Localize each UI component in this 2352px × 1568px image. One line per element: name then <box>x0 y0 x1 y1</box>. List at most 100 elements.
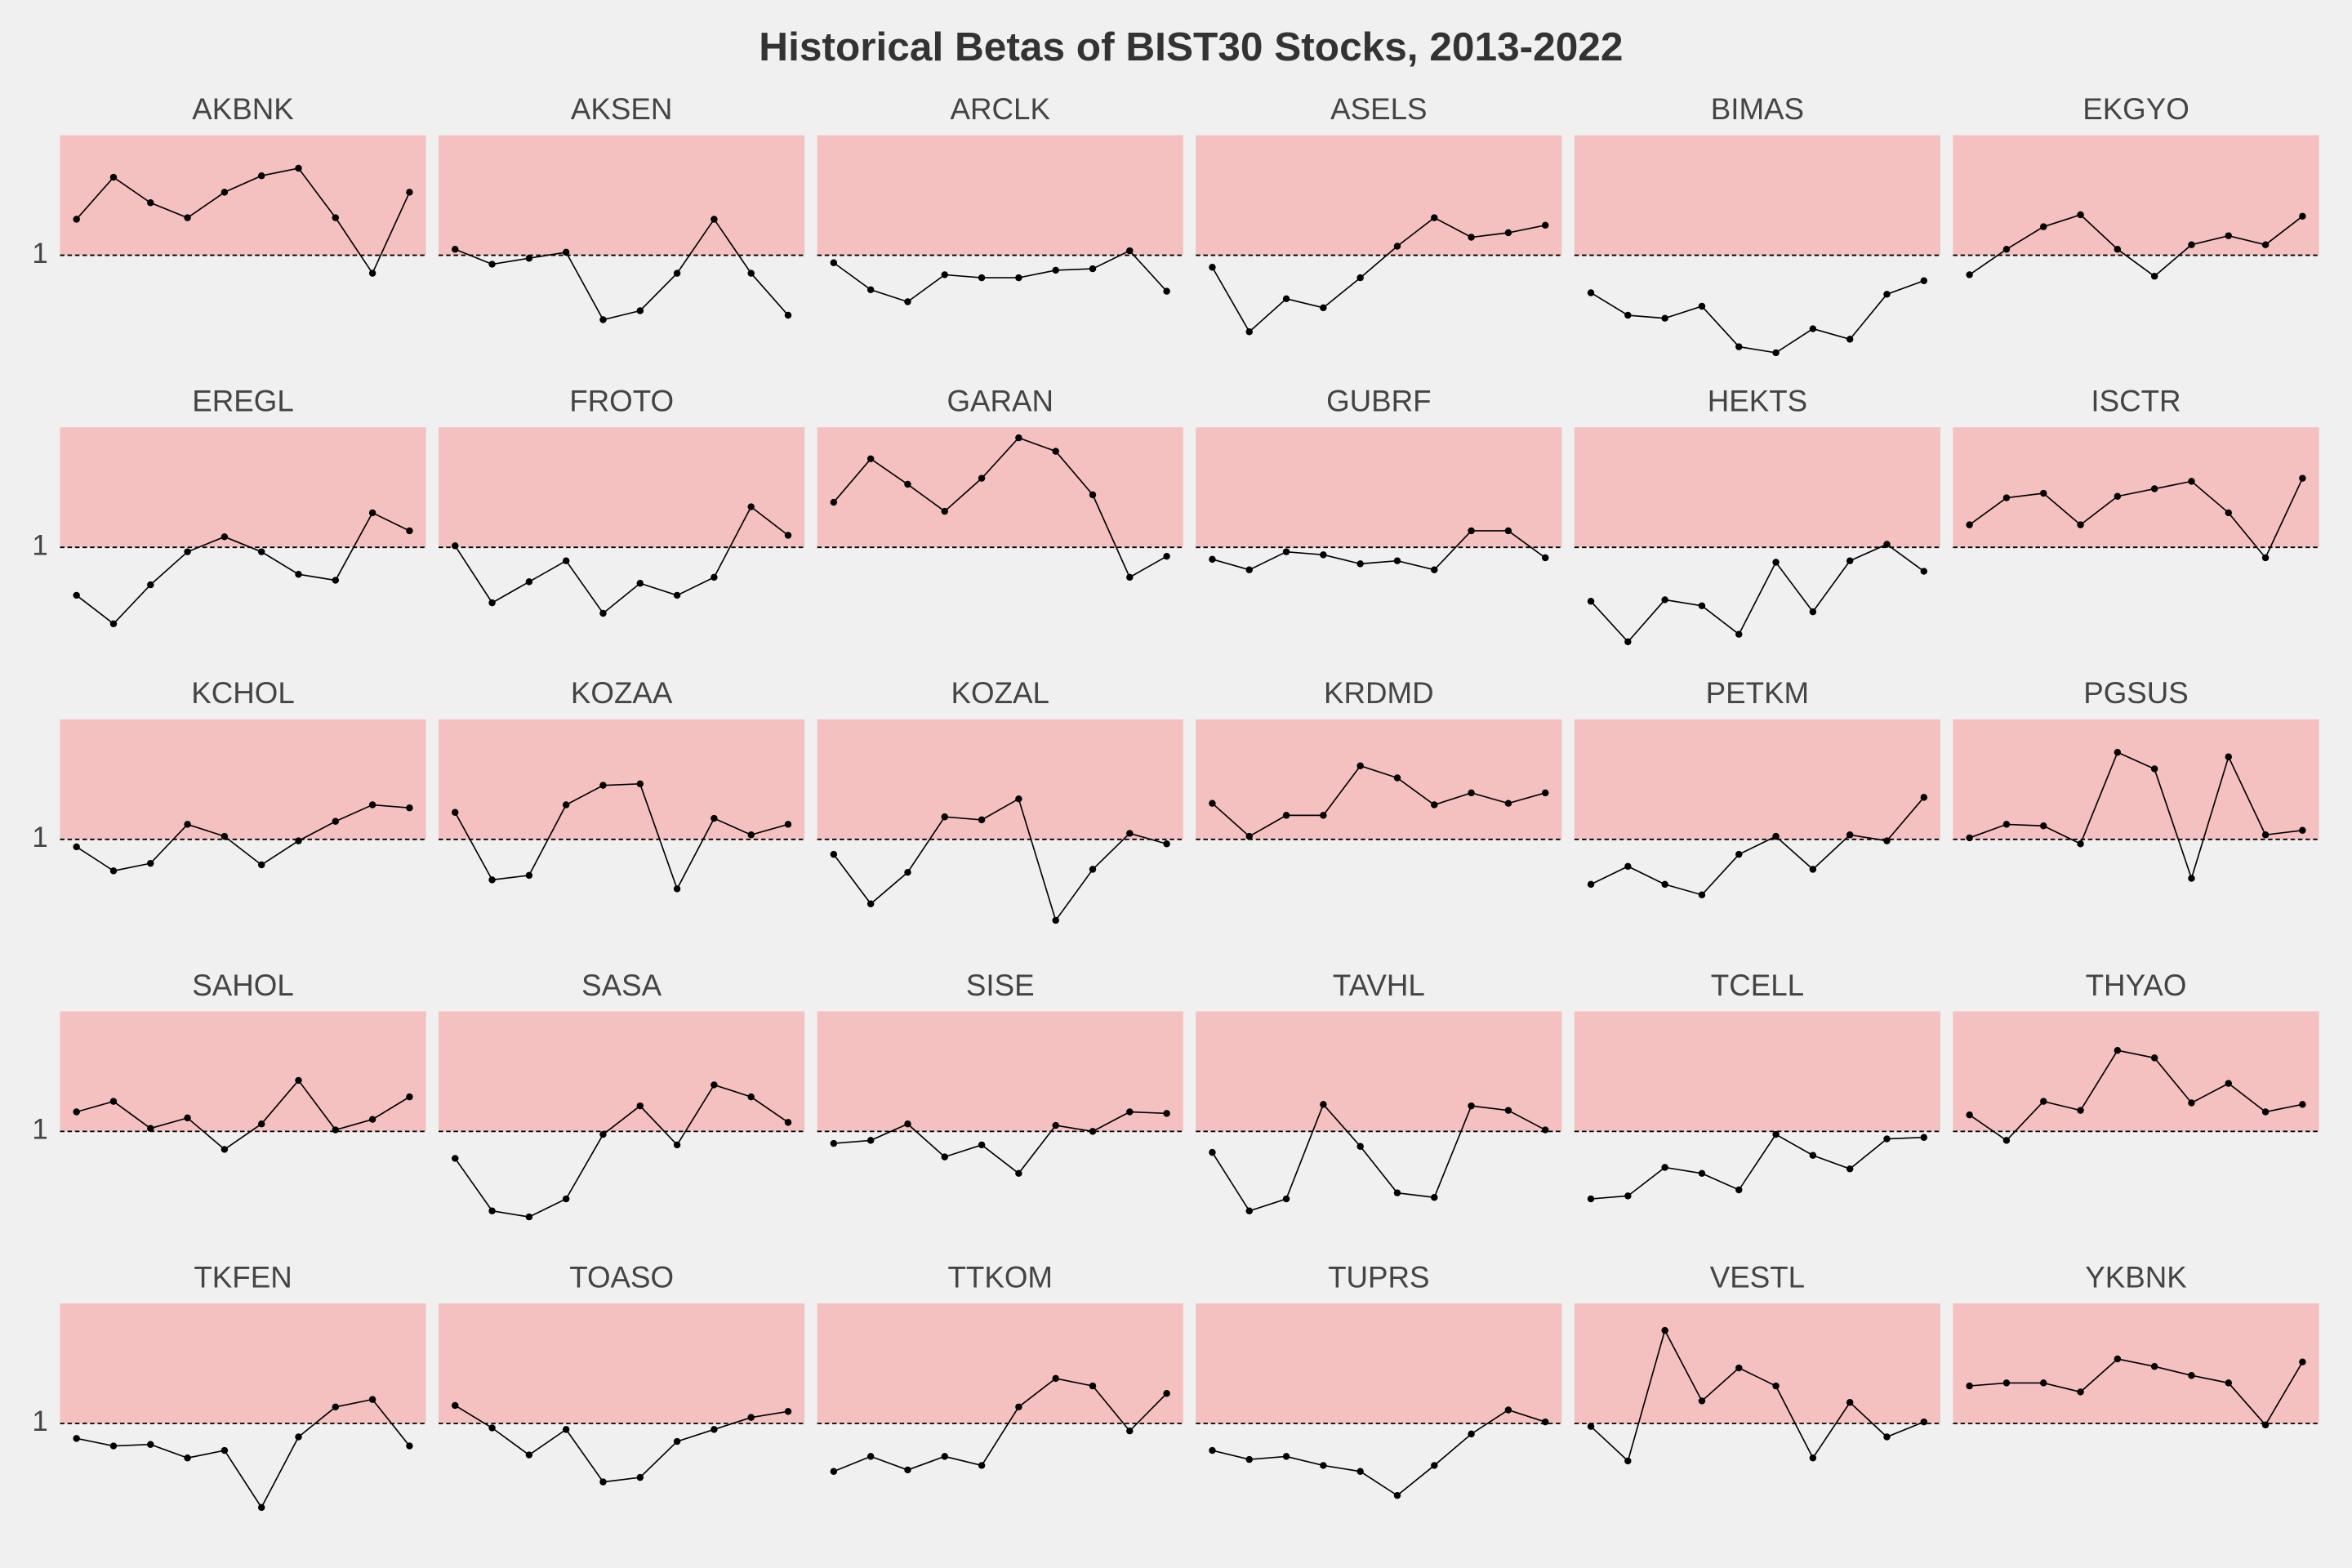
data-point <box>978 816 986 824</box>
data-point <box>1587 289 1595 296</box>
data-point <box>1089 491 1097 499</box>
series-line <box>76 511 410 625</box>
facet-label: GUBRF <box>1326 385 1432 418</box>
data-point <box>295 837 302 844</box>
series-line <box>454 1084 789 1218</box>
shade-above-tick <box>817 427 1183 548</box>
data-point <box>1541 554 1549 562</box>
data-point <box>2261 241 2270 248</box>
facet: BIMAS <box>1574 92 1940 361</box>
data-point <box>562 801 570 808</box>
shade-above-tick <box>1953 1303 2319 1423</box>
facet-label: YKBNK <box>2085 1260 2187 1294</box>
data-point <box>1089 866 1097 873</box>
data-point <box>747 1093 755 1101</box>
data-point <box>904 298 911 305</box>
data-point <box>1126 573 1134 581</box>
data-point <box>1504 1406 1512 1414</box>
data-point <box>1661 596 1668 604</box>
data-point <box>332 1126 340 1134</box>
facet: FROTO <box>439 385 805 653</box>
data-point <box>295 571 302 578</box>
data-point <box>978 1462 986 1469</box>
data-point <box>1735 850 1743 858</box>
series-line <box>454 506 789 615</box>
data-point <box>525 871 533 880</box>
data-point <box>599 609 607 617</box>
data-point <box>1282 1195 1290 1203</box>
facet: TCELL <box>1574 969 1940 1236</box>
data-point <box>109 1442 118 1450</box>
data-point <box>2188 241 2195 248</box>
facet-label: EKGYO <box>2082 92 2189 126</box>
data-point <box>406 1093 413 1101</box>
data-point <box>1015 795 1022 803</box>
series-line <box>1590 543 1925 644</box>
data-point <box>1541 789 1549 797</box>
data-point <box>184 548 191 555</box>
data-point <box>941 271 948 278</box>
facet: ARCLK <box>817 92 1183 361</box>
data-point <box>295 1076 302 1085</box>
data-point <box>599 782 607 789</box>
facet-label: ARCLK <box>951 92 1051 126</box>
facet: HEKTS <box>1574 385 1940 653</box>
data-point <box>2002 821 2011 828</box>
data-point <box>1356 274 1364 282</box>
series-line <box>833 1111 1167 1174</box>
data-point <box>1809 325 1817 332</box>
data-point <box>220 189 229 196</box>
data-point <box>2114 245 2122 253</box>
data-point <box>1698 1169 1706 1178</box>
data-point <box>2150 1054 2158 1062</box>
data-point <box>1772 832 1780 840</box>
data-point <box>109 867 118 875</box>
data-point <box>673 1141 681 1149</box>
facet: ISCTR <box>1953 385 2319 653</box>
shade-above-tick <box>1574 135 1940 256</box>
data-point <box>2077 211 2084 219</box>
data-point <box>1015 274 1022 282</box>
series-line <box>1969 478 2304 559</box>
data-point <box>941 1153 948 1160</box>
data-point <box>1089 1382 1097 1390</box>
series-line <box>1969 1049 2303 1142</box>
data-point <box>830 850 838 858</box>
data-point <box>2225 753 2232 760</box>
data-point <box>1126 1108 1134 1116</box>
data-point <box>2225 509 2232 517</box>
data-point <box>1468 1430 1475 1438</box>
facet-label: KOZAA <box>571 676 673 710</box>
data-point <box>1920 568 1928 575</box>
data-point <box>1320 812 1327 819</box>
shade-above-tick <box>1196 1011 1562 1132</box>
data-point <box>2002 494 2011 501</box>
facet-label: HEKTS <box>1708 385 1807 418</box>
data-point <box>2114 492 2122 500</box>
data-point <box>1163 840 1170 848</box>
shade-above-tick <box>1953 427 2319 548</box>
data-point <box>1356 1143 1364 1150</box>
data-point <box>2188 1372 2195 1379</box>
data-point <box>1809 1152 1817 1159</box>
series-line <box>1590 796 1925 896</box>
shade-above-tick <box>1196 135 1562 256</box>
data-point <box>1431 1193 1438 1201</box>
data-point <box>488 876 496 884</box>
data-point <box>747 831 755 839</box>
data-point <box>710 814 718 822</box>
series-line <box>833 437 1168 579</box>
data-point <box>1846 336 1854 343</box>
shade-above-tick <box>817 719 1183 840</box>
facet-label: SISE <box>966 969 1035 1002</box>
facet: ASELS <box>1196 92 1562 361</box>
data-point <box>452 1155 459 1162</box>
facet: PETKM <box>1574 676 1940 945</box>
data-point <box>1698 302 1706 310</box>
data-point <box>184 1454 191 1462</box>
data-point <box>1282 295 1290 303</box>
facet: YKBNK <box>1953 1260 2319 1529</box>
data-point <box>1772 349 1780 357</box>
data-point <box>1320 551 1327 559</box>
data-point <box>220 1146 229 1153</box>
